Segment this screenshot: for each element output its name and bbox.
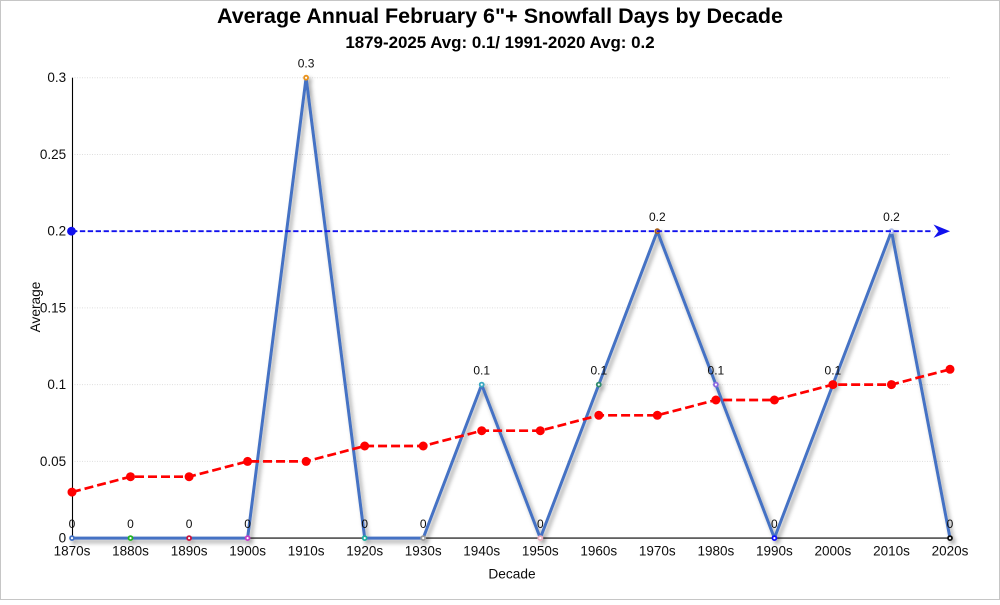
svg-text:0.05: 0.05 [40, 454, 66, 469]
svg-text:1990s: 1990s [756, 544, 793, 559]
svg-text:Average: Average [28, 282, 43, 333]
svg-text:1910s: 1910s [288, 544, 325, 559]
svg-text:1880s: 1880s [112, 544, 149, 559]
svg-text:0: 0 [420, 517, 427, 531]
svg-text:0.3: 0.3 [298, 57, 315, 71]
svg-text:1900s: 1900s [229, 544, 266, 559]
svg-text:0.1: 0.1 [47, 377, 66, 392]
svg-text:2000s: 2000s [815, 544, 852, 559]
svg-text:0.3: 0.3 [47, 70, 66, 85]
svg-text:0.1: 0.1 [825, 364, 842, 378]
svg-text:2010s: 2010s [873, 544, 910, 559]
svg-text:0.2: 0.2 [47, 224, 66, 239]
svg-text:0: 0 [361, 517, 368, 531]
svg-text:1940s: 1940s [463, 544, 500, 559]
svg-text:0: 0 [186, 517, 193, 531]
svg-text:1879-2025 Avg: 0.1/ 1991-2020: 1879-2025 Avg: 0.1/ 1991-2020 Avg: 0.2 [345, 33, 654, 52]
svg-text:0.1: 0.1 [590, 364, 607, 378]
svg-text:2020s: 2020s [932, 544, 969, 559]
svg-text:0.2: 0.2 [883, 210, 900, 224]
svg-text:0.15: 0.15 [40, 300, 66, 315]
svg-text:0.2: 0.2 [649, 210, 666, 224]
svg-text:1930s: 1930s [405, 544, 442, 559]
svg-text:0.25: 0.25 [40, 147, 66, 162]
svg-text:0: 0 [947, 517, 954, 531]
svg-text:0: 0 [69, 517, 76, 531]
svg-text:0: 0 [59, 531, 67, 546]
svg-text:1970s: 1970s [639, 544, 676, 559]
svg-text:Decade: Decade [488, 567, 535, 582]
svg-text:1950s: 1950s [522, 544, 559, 559]
svg-text:0: 0 [244, 517, 251, 531]
svg-text:0: 0 [771, 517, 778, 531]
svg-text:Average Annual February 6"+ Sn: Average Annual February 6"+ Snowfall Day… [217, 4, 783, 28]
svg-text:0.1: 0.1 [473, 364, 490, 378]
svg-text:1870s: 1870s [54, 544, 91, 559]
svg-text:1920s: 1920s [346, 544, 383, 559]
svg-text:0: 0 [537, 517, 544, 531]
svg-text:0: 0 [127, 517, 134, 531]
svg-text:1980s: 1980s [698, 544, 735, 559]
svg-text:1890s: 1890s [171, 544, 208, 559]
svg-text:1960s: 1960s [580, 544, 617, 559]
svg-text:0.1: 0.1 [708, 364, 725, 378]
